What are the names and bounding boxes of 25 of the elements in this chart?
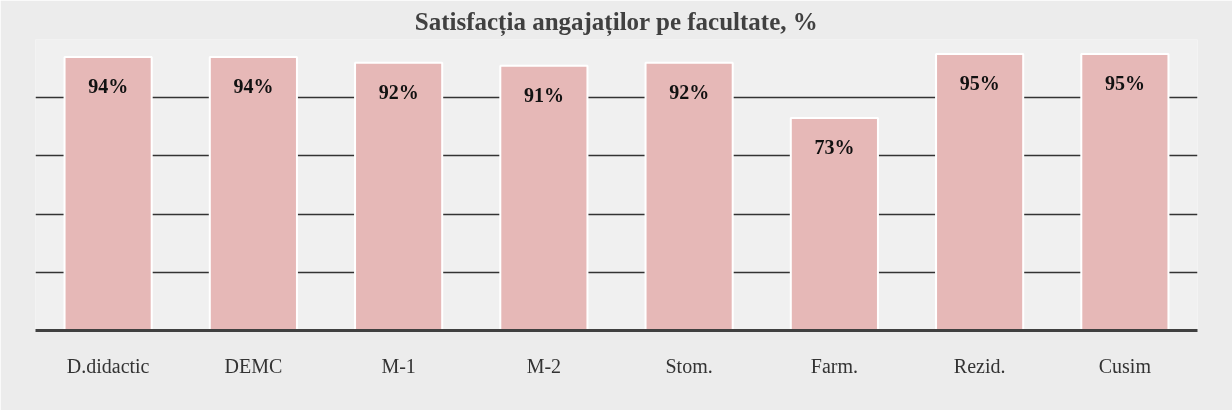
data-label: 92% — [669, 80, 710, 103]
bar — [935, 53, 1025, 331]
x-tick-label: Stom. — [665, 354, 713, 377]
data-label: 95% — [959, 72, 1000, 95]
data-label: 91% — [523, 83, 564, 106]
data-label: 95% — [1104, 72, 1145, 95]
chart-title: Satisfacția angajaților pe facultate, % — [414, 7, 818, 37]
bar — [1080, 53, 1170, 331]
data-label: 94% — [88, 74, 129, 97]
bar — [354, 61, 444, 331]
data-label: 94% — [233, 74, 274, 97]
x-tick-label: M-2 — [526, 354, 562, 377]
data-label: 92% — [378, 80, 419, 103]
x-tick-label: Rezid. — [953, 354, 1006, 377]
x-tick-label: M-1 — [381, 354, 416, 377]
data-label: 73% — [814, 136, 855, 159]
x-tick-label: Cusim — [1098, 354, 1152, 377]
x-tick-label: D.didactic — [66, 354, 150, 377]
x-tick-label: DEMC — [224, 354, 283, 377]
x-tick-label: Farm. — [810, 354, 858, 377]
bar — [499, 64, 589, 331]
bar — [644, 61, 734, 331]
bar — [63, 55, 153, 331]
bar — [789, 117, 879, 331]
bar — [208, 55, 298, 331]
